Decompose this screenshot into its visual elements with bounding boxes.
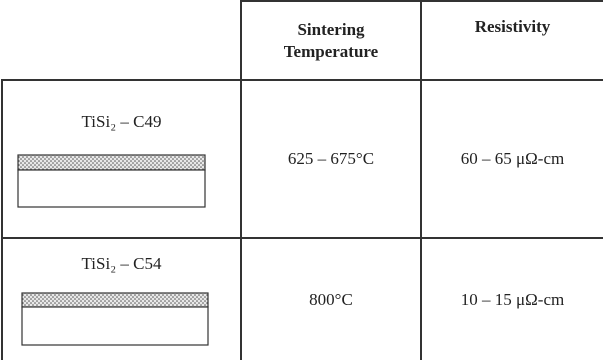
header-cell: Sintering Temperature bbox=[242, 2, 420, 79]
layer-diagram bbox=[0, 150, 240, 212]
temperature-cell: 800°C bbox=[242, 239, 420, 360]
layer-diagram bbox=[0, 288, 240, 350]
row-label: TiSi₂ – C54 bbox=[3, 254, 240, 274]
page: Sintering Temperature Resistivity TiSi₂ … bbox=[0, 0, 603, 360]
resistivity-cell: 60 – 65 μΩ-cm bbox=[422, 81, 603, 237]
temperature-cell: 625 – 675°C bbox=[242, 81, 420, 237]
header-cell: Resistivity bbox=[422, 2, 603, 79]
resistivity-cell: 10 – 15 μΩ-cm bbox=[422, 239, 603, 360]
row-label: TiSi₂ – C49 bbox=[3, 112, 240, 132]
